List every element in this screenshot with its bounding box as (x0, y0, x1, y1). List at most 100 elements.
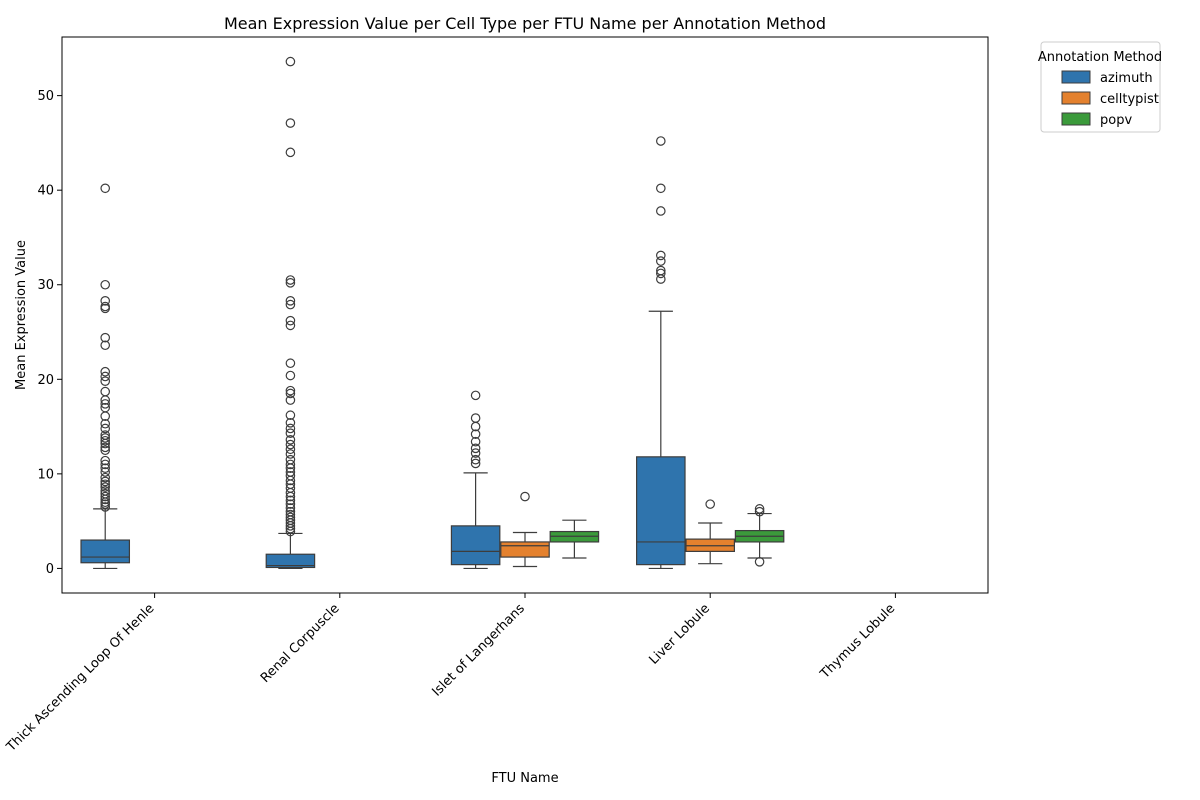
legend-frame (1040, 41, 1161, 133)
outlier-point (100, 296, 111, 306)
outlier-point (100, 476, 111, 487)
y-tick-label: 0 (46, 562, 54, 577)
plot-area (61, 36, 989, 594)
outlier-point (100, 366, 111, 377)
outlier-point (100, 418, 111, 429)
x-axis: Thick Ascending Loop Of Henle Renal Corpu… (3, 593, 898, 755)
outlier-point (285, 435, 296, 445)
outlier-point (470, 454, 481, 465)
outlier-point (285, 395, 296, 405)
outlier-point (656, 183, 666, 194)
legend-label-azimuth: azimuth (1100, 71, 1153, 86)
outlier-point (285, 463, 296, 473)
outlier-point (100, 502, 111, 512)
outlier-point (285, 410, 296, 421)
x-tick-label: Liver Lobule (646, 601, 713, 668)
box-azimuth (636, 136, 686, 570)
outlier-point (100, 463, 111, 473)
outlier-point (656, 256, 666, 266)
outlier-point (285, 320, 296, 331)
outlier-point (100, 340, 111, 351)
box-body (636, 456, 686, 566)
outlier-point (100, 433, 111, 443)
outlier-point (285, 417, 296, 428)
y-tick-label: 20 (37, 373, 54, 388)
outlier-point (285, 423, 296, 434)
chart-title: Mean Expression Value per Cell Type per … (224, 14, 826, 33)
outlier-point (100, 438, 111, 449)
outlier-point (285, 358, 296, 369)
outlier-point (100, 332, 111, 343)
y-tick-label: 10 (37, 467, 54, 482)
outlier-point (285, 475, 296, 486)
outlier-point (285, 521, 296, 531)
outlier-point (470, 436, 481, 447)
outlier-point (754, 506, 765, 517)
box-popv (734, 504, 785, 567)
box-celltypist (500, 491, 550, 568)
outlier-point (285, 487, 296, 498)
outlier-point (100, 435, 111, 446)
outlier-point (100, 183, 111, 194)
legend-swatch-azimuth (1061, 70, 1091, 84)
outlier-point (100, 499, 111, 509)
outlier-point (285, 296, 296, 306)
outlier-point (100, 395, 111, 405)
outlier-point (285, 503, 296, 513)
outlier-point (656, 250, 666, 261)
y-tick-label: 30 (37, 278, 54, 293)
x-tick-label: Thick Ascending Loop Of Henle (3, 601, 157, 755)
outlier-point (100, 371, 111, 382)
outlier-point (285, 523, 296, 534)
outlier-point (100, 467, 111, 477)
outlier-point (100, 494, 111, 505)
outlier-point (285, 370, 296, 381)
outlier-point (470, 458, 481, 469)
legend-title: Annotation Method (1038, 50, 1162, 65)
outlier-point (285, 56, 296, 67)
y-axis: 0 10 20 30 40 50 (37, 89, 62, 577)
outlier-point (100, 301, 111, 312)
outlier-point (285, 118, 296, 128)
legend-label-popv: popv (1100, 113, 1132, 128)
outlier-point (656, 136, 666, 146)
box-body (500, 541, 550, 558)
x-tick-label: Thymus Lobule (817, 601, 898, 682)
outlier-point (285, 459, 296, 470)
outlier-point (100, 399, 111, 409)
box-azimuth (265, 56, 316, 570)
y-axis-title: Mean Expression Value (14, 240, 29, 390)
outlier-point (470, 448, 481, 458)
y-tick-label: 50 (37, 89, 54, 104)
outlier-point (100, 482, 111, 492)
outlier-point (470, 390, 481, 401)
outlier-point (656, 274, 666, 284)
box-azimuth (80, 183, 131, 570)
outlier-point (285, 526, 296, 537)
outlier-point (285, 299, 296, 310)
legend: Annotation Method azimuth celltypist popv (1038, 41, 1162, 133)
x-axis-title: FTU Name (491, 771, 558, 786)
outlier-point (100, 445, 111, 456)
outlier-point (470, 413, 481, 423)
outlier-point (100, 459, 111, 470)
outlier-point (100, 491, 111, 502)
outlier-point (100, 279, 111, 290)
outlier-point (100, 411, 111, 421)
outlier-point (285, 315, 296, 326)
box-body (80, 539, 131, 564)
outlier-point (470, 429, 481, 439)
plot-frame (61, 36, 989, 594)
outlier-point (100, 442, 111, 453)
outlier-point (285, 499, 296, 509)
outlier-point (100, 376, 111, 386)
outlier-point (754, 504, 765, 514)
outlier-point (100, 386, 111, 397)
legend-swatch-popv (1061, 112, 1091, 126)
outlier-point (470, 421, 481, 432)
outlier-point (285, 439, 296, 450)
outlier-point (754, 556, 765, 567)
outlier-point (285, 444, 296, 455)
box-azimuth (450, 390, 501, 570)
